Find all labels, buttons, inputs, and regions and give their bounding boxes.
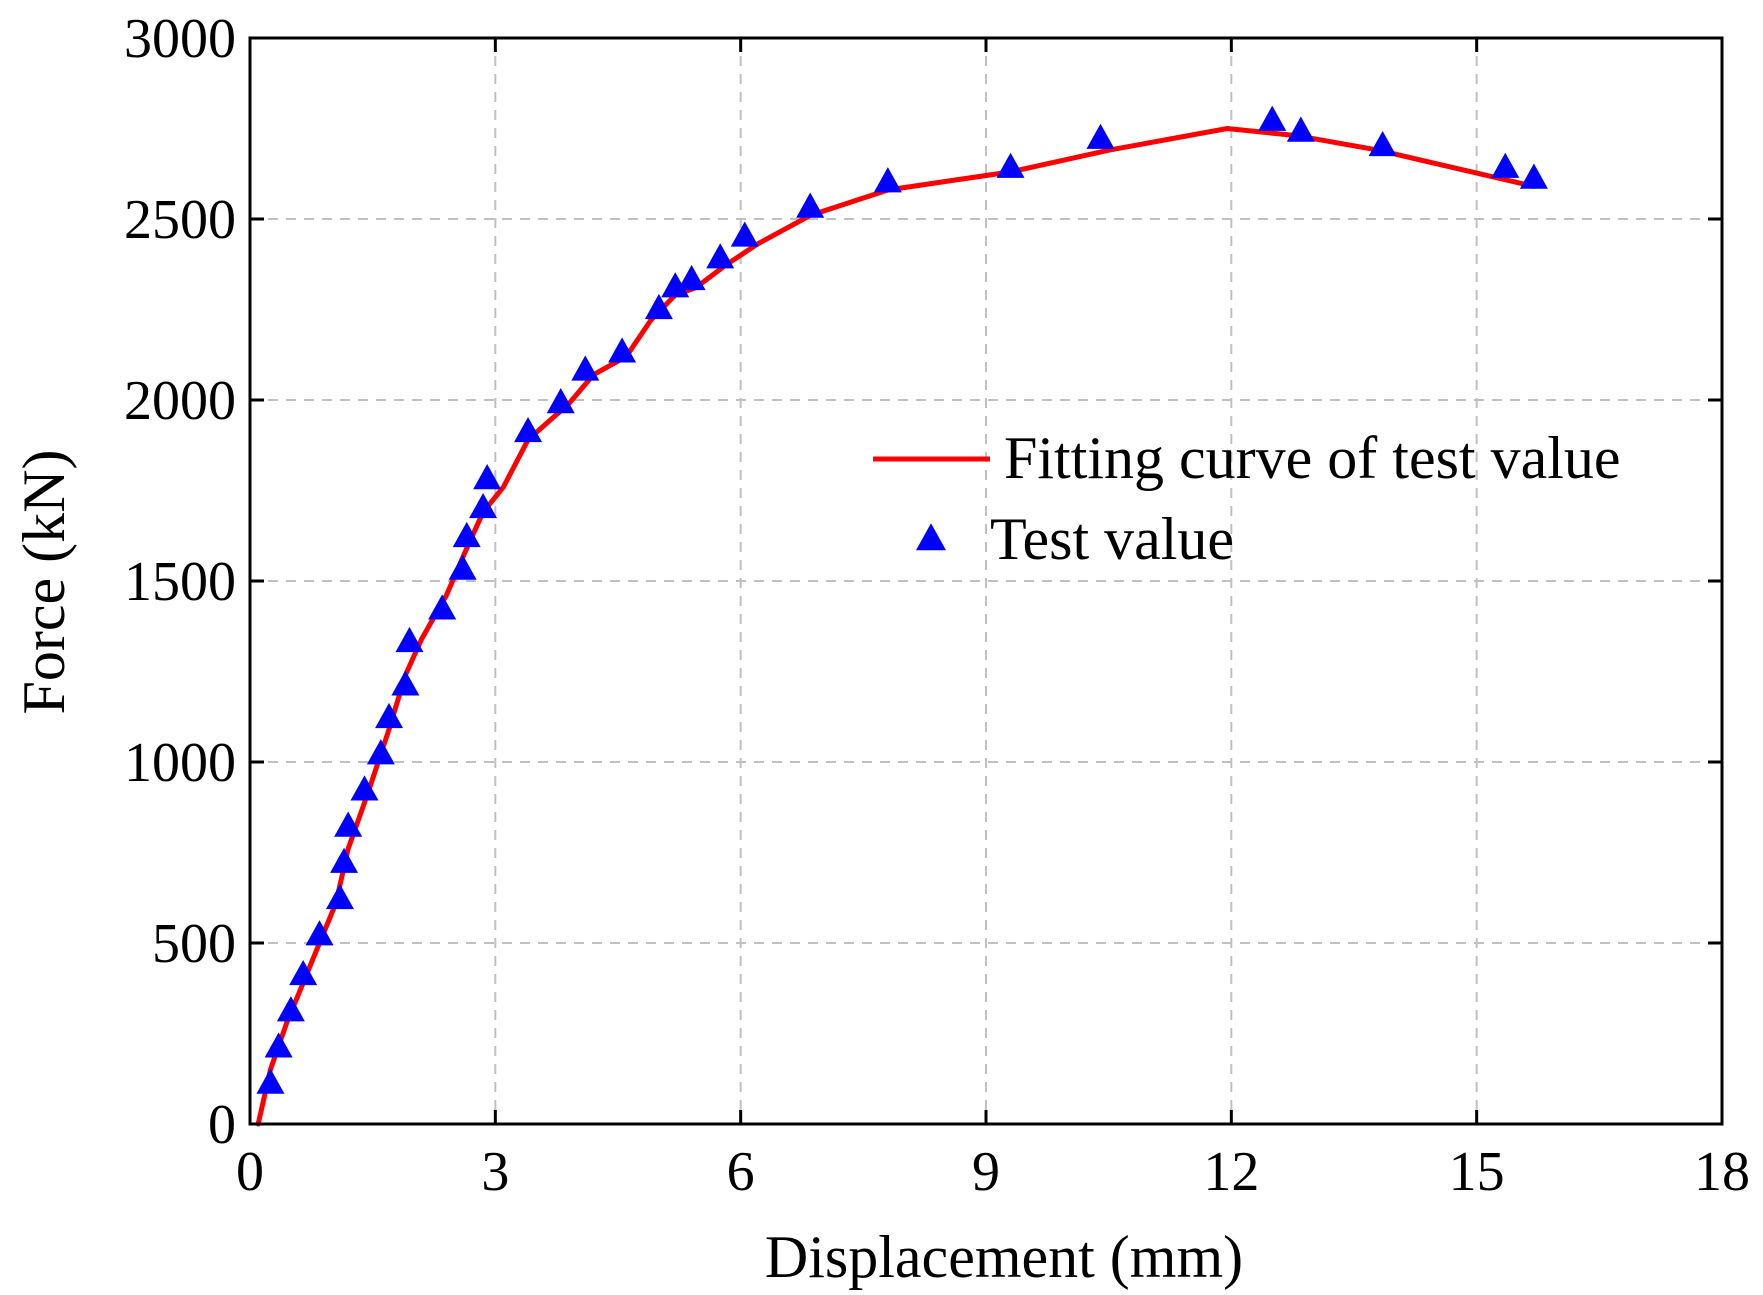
- y-axis-label: Force (kN): [11, 450, 77, 715]
- test-value-marker: [325, 883, 354, 910]
- test-value-marker: [571, 355, 600, 381]
- test-value-marker: [730, 221, 759, 247]
- grid: [250, 38, 1722, 1124]
- test-value-marker: [608, 337, 637, 363]
- test-value-marker: [1286, 116, 1315, 142]
- legend: Fitting curve of test value Test value: [873, 425, 1621, 572]
- test-value-marker: [452, 521, 481, 548]
- x-tick-label: 0: [236, 1141, 264, 1203]
- test-value-marker: [305, 920, 334, 946]
- test-value-marker: [873, 167, 902, 193]
- test-value-marker: [1368, 130, 1397, 157]
- test-value-marker: [1086, 123, 1115, 149]
- fitting-curve-line: [255, 126, 1537, 1127]
- x-tick-label: 12: [1203, 1141, 1259, 1203]
- test-value-marker: [473, 464, 502, 490]
- x-tick-label: 15: [1449, 1141, 1505, 1203]
- y-tick-label: 1000: [124, 732, 236, 794]
- y-tick-label: 0: [208, 1094, 236, 1156]
- test-value-marker: [996, 152, 1025, 178]
- test-value-marker: [469, 492, 498, 519]
- test-value-marker: [276, 996, 305, 1022]
- legend-label-fitting-curve: Fitting curve of test value: [1004, 425, 1621, 491]
- y-tick-label: 2500: [124, 189, 236, 251]
- test-value-marker: [256, 1068, 285, 1094]
- test-value-marker: [644, 293, 673, 320]
- plot-area: [255, 105, 1548, 1127]
- test-value-marker: [289, 959, 318, 986]
- x-tick-label: 6: [727, 1141, 755, 1203]
- test-value-marker: [546, 387, 575, 414]
- y-tick-label: 3000: [124, 8, 236, 70]
- y-tick-label: 500: [152, 913, 236, 975]
- test-value-marker: [661, 272, 690, 298]
- test-value-marker: [375, 702, 404, 729]
- test-value-marker: [334, 811, 363, 837]
- x-axis-label: Displacement (mm): [765, 1224, 1243, 1290]
- test-value-marker: [350, 775, 379, 801]
- test-value-marker: [395, 626, 424, 653]
- test-value-marker: [1491, 152, 1520, 178]
- test-value-marker: [264, 1032, 293, 1058]
- test-value-marker: [796, 192, 825, 218]
- y-tick-label: 1500: [124, 551, 236, 613]
- x-tick-label: 18: [1694, 1141, 1750, 1203]
- x-tick-label: 3: [481, 1141, 509, 1203]
- test-value-marker: [1258, 105, 1287, 131]
- test-value-marker: [330, 847, 359, 873]
- legend-label-test-value: Test value: [990, 506, 1234, 572]
- test-value-marker: [677, 264, 706, 291]
- tick-labels: 0 3 6 9 12 15 18 0 500 1000 1500 2000 2500 3000: [124, 8, 1750, 1203]
- test-value-marker: [366, 739, 395, 765]
- x-tick-label: 9: [972, 1141, 1000, 1203]
- y-tick-label: 2000: [124, 370, 236, 432]
- test-value-marker: [706, 243, 735, 269]
- test-value-marker: [428, 594, 457, 620]
- test-value-marker: [391, 670, 420, 696]
- test-value-marker: [448, 554, 477, 580]
- test-value-marker: [514, 416, 543, 443]
- legend-marker-swatch: [916, 523, 946, 551]
- tick-marks: [248, 36, 1724, 1126]
- test-value-marker: [1519, 163, 1548, 189]
